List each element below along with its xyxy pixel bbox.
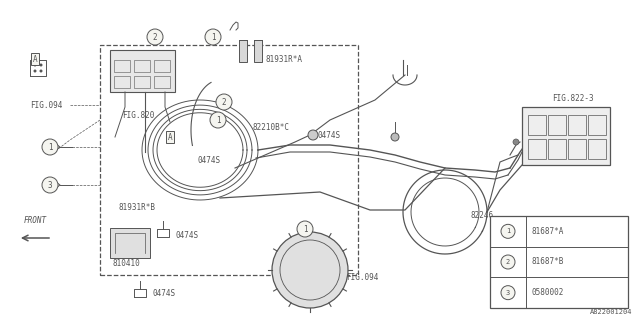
Circle shape: [308, 130, 318, 140]
Bar: [588, 139, 606, 159]
Circle shape: [391, 133, 399, 141]
Text: FIG.094: FIG.094: [30, 100, 62, 109]
Circle shape: [501, 224, 515, 238]
Bar: [528, 115, 546, 135]
Bar: [110, 228, 150, 258]
Text: 1: 1: [48, 142, 52, 151]
Text: 0474S: 0474S: [152, 289, 175, 298]
Text: A: A: [33, 54, 37, 63]
Text: A: A: [168, 132, 172, 141]
Text: 2: 2: [221, 98, 227, 107]
Bar: [568, 139, 586, 159]
Circle shape: [40, 63, 42, 67]
Bar: [568, 115, 586, 135]
Circle shape: [42, 139, 58, 155]
Bar: [134, 60, 150, 72]
Text: FIG.822-3: FIG.822-3: [552, 93, 594, 102]
Circle shape: [297, 221, 313, 237]
Text: 81687*B: 81687*B: [532, 258, 564, 267]
Bar: [548, 115, 566, 135]
Text: 81931R*B: 81931R*B: [118, 203, 155, 212]
Bar: [110, 50, 175, 92]
Text: 1: 1: [211, 33, 215, 42]
Text: 0474S: 0474S: [175, 230, 198, 239]
Bar: [254, 40, 262, 62]
Circle shape: [513, 139, 519, 145]
Circle shape: [147, 29, 163, 45]
Circle shape: [33, 63, 36, 67]
Circle shape: [501, 286, 515, 300]
Text: 82210B*C: 82210B*C: [252, 123, 289, 132]
Text: FIG.820: FIG.820: [122, 110, 154, 119]
Bar: [134, 76, 150, 88]
Text: 81931R*A: 81931R*A: [265, 54, 302, 63]
Text: 0580002: 0580002: [532, 288, 564, 297]
Text: FIG.094: FIG.094: [346, 273, 378, 282]
Text: 2: 2: [153, 33, 157, 42]
Circle shape: [40, 69, 42, 73]
Bar: [522, 107, 610, 165]
Text: 1: 1: [506, 228, 510, 234]
Text: 82246: 82246: [470, 211, 493, 220]
Text: 0474S: 0474S: [317, 131, 340, 140]
Circle shape: [33, 69, 36, 73]
Bar: [588, 115, 606, 135]
Bar: [100, 45, 358, 275]
Text: 0474S: 0474S: [197, 156, 220, 164]
Bar: [490, 216, 628, 308]
Text: 81687*A: 81687*A: [532, 227, 564, 236]
Bar: [114, 60, 130, 72]
Bar: [528, 139, 546, 159]
Text: FRONT: FRONT: [24, 216, 47, 225]
Text: 2: 2: [506, 259, 510, 265]
Bar: [154, 60, 170, 72]
Circle shape: [272, 232, 348, 308]
Circle shape: [210, 112, 226, 128]
Text: 3: 3: [506, 290, 510, 296]
Circle shape: [501, 255, 515, 269]
Circle shape: [216, 94, 232, 110]
Bar: [239, 40, 247, 62]
Text: A822001204: A822001204: [589, 309, 632, 315]
Text: 810410: 810410: [112, 260, 140, 268]
Bar: [548, 139, 566, 159]
Circle shape: [205, 29, 221, 45]
Text: 1: 1: [216, 116, 220, 124]
Bar: [114, 76, 130, 88]
Text: 1: 1: [303, 225, 307, 234]
Circle shape: [42, 177, 58, 193]
Text: 3: 3: [48, 180, 52, 189]
Bar: [154, 76, 170, 88]
